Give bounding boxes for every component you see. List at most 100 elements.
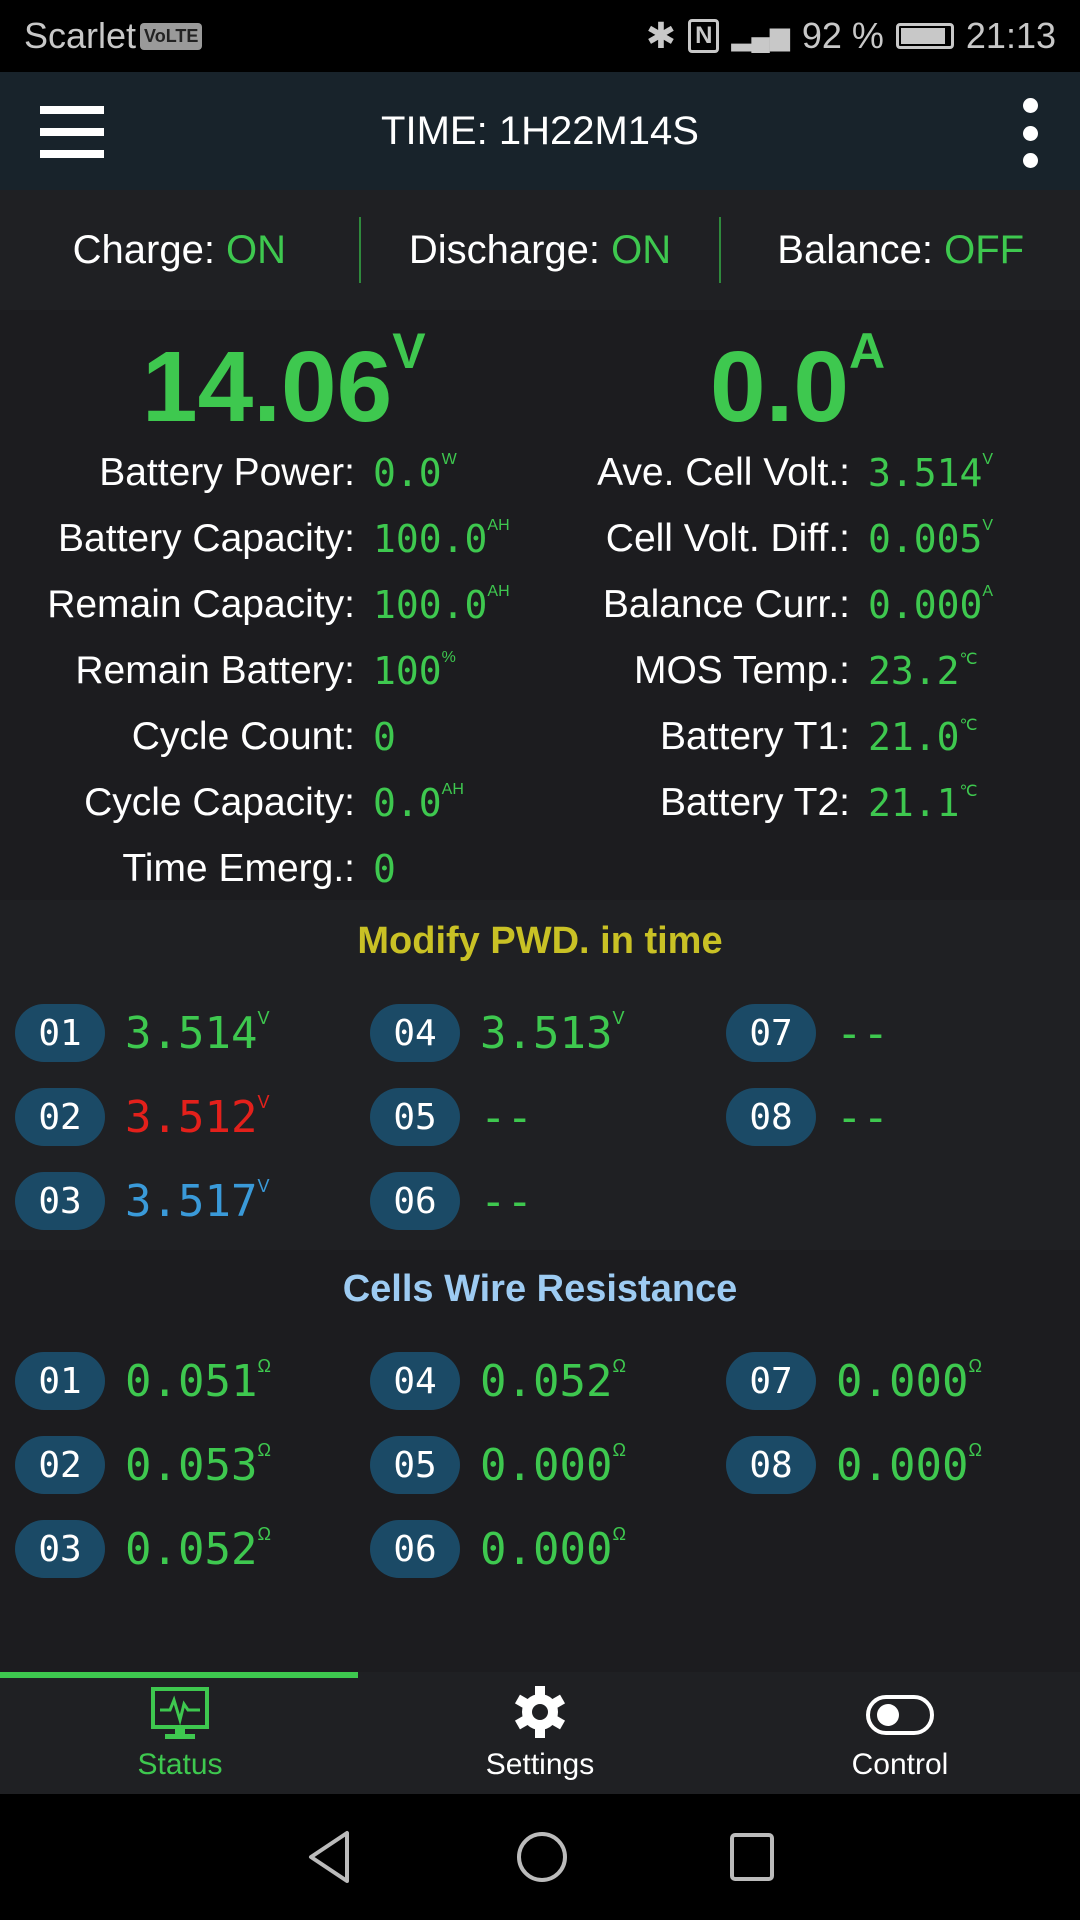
cell-value: 0.051Ω	[125, 1355, 271, 1407]
stat-label: Time Emerg.:	[122, 847, 355, 890]
stat-value: 21.1℃	[868, 781, 978, 825]
bottom-nav: Status Settings Control	[0, 1672, 1080, 1794]
main-stats: 14.06V 0.0A Battery Power: 0.0W Battery Ca…	[0, 310, 1080, 900]
cell-number-badge: 05	[370, 1436, 460, 1494]
stat-value: 100.0AH	[373, 517, 510, 561]
cell-unit: Ω	[257, 1523, 271, 1544]
cell-value: 3.513V	[480, 1007, 625, 1059]
cell-item: 03 3.517V	[15, 1172, 269, 1230]
cell-unit: V	[257, 1007, 270, 1028]
app-bar: TIME: 1H22M14S	[0, 72, 1080, 190]
stat-unit: W	[441, 451, 457, 468]
cell-value: --	[480, 1091, 533, 1143]
cell-value: 0.052Ω	[480, 1355, 626, 1407]
cell-item: 05 --	[370, 1088, 533, 1146]
cell-unit: V	[257, 1175, 270, 1196]
total-current: 0.0A	[710, 323, 886, 443]
stat-value: 23.2℃	[868, 649, 978, 693]
stat-unit: AH	[487, 517, 510, 534]
volte-badge: VoLTE	[140, 22, 203, 50]
stat-label: MOS Temp.:	[633, 649, 850, 692]
monitor-pulse-icon	[151, 1687, 209, 1739]
cell-number-badge: 08	[726, 1436, 816, 1494]
cell-number-badge: 07	[726, 1352, 816, 1410]
discharge-status: Discharge: ON	[408, 227, 672, 272]
cell-item: 02 0.053Ω	[15, 1436, 271, 1494]
cell-item: 08 --	[726, 1088, 889, 1146]
wire-resistance-panel: Cells Wire Resistance 01 0.051Ω 02 0.053Ω 03…	[0, 1250, 1080, 1590]
cell-value: --	[480, 1175, 533, 1227]
cell-unit: V	[257, 1091, 270, 1112]
cell-item: 08 0.000Ω	[726, 1436, 982, 1494]
bluetooth-icon: ✱	[645, 15, 677, 56]
switch-status-row: Charge: ON Discharge: ON Balance: OFF	[0, 190, 1080, 310]
stat-unit: ℃	[959, 651, 978, 668]
stat-value: 100.0AH	[373, 583, 510, 627]
cell-voltage-panel: Modify PWD. in time 01 3.514V 02 3.512V 03 3.…	[0, 900, 1080, 1250]
cell-value: 0.000Ω	[836, 1439, 982, 1491]
cell-unit: V	[612, 1007, 625, 1028]
wire-resistance-title: Cells Wire Resistance	[342, 1268, 738, 1310]
carrier: Scarlet	[24, 15, 137, 56]
stat-label: Battery Power:	[99, 451, 355, 494]
recents-icon[interactable]	[729, 1832, 775, 1882]
cell-item: 05 0.000Ω	[370, 1436, 626, 1494]
stat-label: Cell Volt. Diff.:	[605, 517, 850, 560]
stat-label: Cycle Capacity:	[84, 781, 355, 824]
cell-unit: Ω	[612, 1523, 626, 1544]
hamburger-icon[interactable]	[40, 106, 104, 158]
balance-status: Balance: OFF	[777, 227, 1025, 272]
cell-value: --	[836, 1091, 889, 1143]
cell-value: 3.514V	[125, 1007, 270, 1059]
cell-value: 0.000Ω	[480, 1523, 626, 1575]
cell-item: 07 0.000Ω	[726, 1352, 982, 1410]
tab-status[interactable]: Status	[0, 1672, 360, 1794]
cell-unit: Ω	[257, 1439, 271, 1460]
clock: 21:13	[965, 15, 1056, 56]
stat-label: Remain Capacity:	[47, 583, 355, 626]
cell-value: --	[836, 1007, 889, 1059]
back-icon[interactable]	[305, 1829, 355, 1885]
cell-item: 01 0.051Ω	[15, 1352, 271, 1410]
stat-value: 0.0AH	[373, 781, 464, 825]
cell-value: 0.053Ω	[125, 1439, 271, 1491]
stat-label: Battery Capacity:	[58, 517, 355, 560]
active-tab-indicator	[0, 1672, 358, 1678]
battery-percent: 92 %	[801, 15, 884, 56]
cell-value: 3.512V	[125, 1091, 270, 1143]
cell-unit: Ω	[968, 1439, 982, 1460]
stat-unit: ℃	[959, 783, 978, 800]
stat-value: 0	[373, 715, 396, 759]
cell-number-badge: 01	[15, 1352, 105, 1410]
stat-unit: AH	[441, 781, 464, 798]
stat-unit: %	[441, 649, 456, 666]
cell-number-badge: 08	[726, 1088, 816, 1146]
cell-number-badge: 02	[15, 1436, 105, 1494]
nfc-icon: N	[688, 19, 720, 53]
cell-number-badge: 07	[726, 1004, 816, 1062]
stat-label: Ave. Cell Volt.:	[597, 451, 850, 494]
system-nav-bar	[0, 1794, 1080, 1920]
cell-unit: Ω	[968, 1355, 982, 1376]
stat-unit: V	[982, 517, 994, 534]
tab-settings[interactable]: Settings	[360, 1672, 720, 1794]
cell-item: 01 3.514V	[15, 1004, 269, 1062]
cell-unit: Ω	[612, 1355, 626, 1376]
cell-unit: Ω	[257, 1355, 271, 1376]
divider	[358, 217, 361, 283]
cell-number-badge: 06	[370, 1172, 460, 1230]
cell-item: 06 --	[370, 1172, 533, 1230]
home-icon[interactable]	[515, 1830, 569, 1884]
more-vert-icon[interactable]	[1020, 98, 1040, 168]
stat-label: Balance Curr.:	[602, 583, 850, 626]
cell-number-badge: 03	[15, 1172, 105, 1230]
stat-value: 0.0W	[373, 451, 457, 495]
divider	[719, 217, 722, 283]
cell-value: 0.000Ω	[836, 1355, 982, 1407]
cell-number-badge: 05	[370, 1088, 460, 1146]
stat-value: 0	[373, 847, 396, 891]
stat-value: 0.000A	[868, 583, 994, 627]
status-bar: Scarlet VoLTE ✱ N ▂▄▆ 92 % 21:13	[0, 0, 1080, 72]
tab-control[interactable]: Control	[720, 1672, 1080, 1794]
total-voltage: 14.06V	[142, 323, 426, 443]
